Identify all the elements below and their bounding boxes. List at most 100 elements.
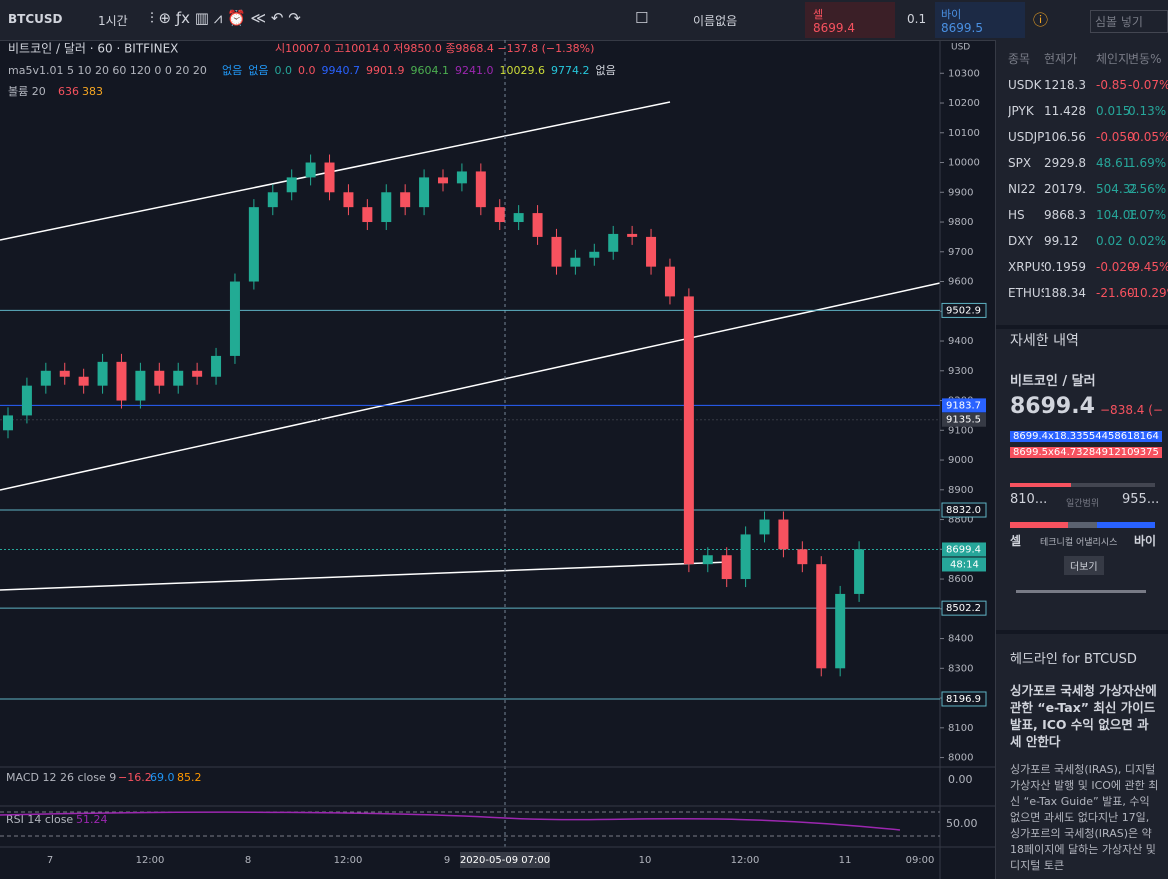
- watch-row[interactable]: ETHUS188.34 -21.60-10.29%: [996, 278, 1168, 307]
- symbol[interactable]: BTCUSD: [8, 12, 63, 26]
- layout-name[interactable]: 이름없음: [693, 14, 738, 28]
- watch-row[interactable]: SPX 2929.8 48.61 1.69%: [996, 148, 1168, 177]
- watch-cell: JPYK: [1008, 104, 1034, 118]
- info-icon[interactable]: ⓘ: [1033, 11, 1049, 29]
- spread: 0.1: [907, 12, 927, 26]
- candle: [438, 177, 448, 184]
- range-label: 일간범위: [1066, 499, 1100, 509]
- interval[interactable]: 1시간: [98, 14, 128, 28]
- candle: [627, 233, 638, 237]
- sell-button[interactable]: 셀 8699.4: [805, 2, 895, 38]
- candle: [589, 251, 600, 258]
- watch-row[interactable]: DXY 99.12 0.02 0.02%: [996, 226, 1168, 255]
- y-tick-label: 8000: [948, 753, 973, 764]
- level-label: 8196.9: [946, 694, 981, 705]
- slider[interactable]: [1016, 590, 1146, 593]
- y-tick-label: 9800: [948, 217, 973, 228]
- watch-cell: 0.02%: [1128, 234, 1167, 248]
- x-tick-label: 12:00: [731, 855, 760, 866]
- crosshair-tag: [460, 852, 550, 868]
- level-tag: [942, 398, 986, 413]
- watch-cell: SPX: [1008, 156, 1032, 170]
- y-tick-label: 9300: [948, 366, 973, 377]
- legend-ma: ma5v1.01 5 10 20 60 120 0 0 20 20: [8, 64, 207, 77]
- icons[interactable]: ⫶ ⊕ ƒx ▥ ⩘ ⏰ ≪ ↶ ↷: [150, 9, 301, 27]
- candle: [97, 361, 108, 386]
- candle: [400, 192, 411, 208]
- watch-header-cell: 변동%: [1128, 52, 1162, 66]
- candle: [343, 192, 354, 208]
- candle: [854, 549, 865, 594]
- watch-header-cell: 종목: [1008, 52, 1031, 66]
- watch-cell: XRPUS: [1008, 260, 1044, 274]
- y-tick-label: 8400: [948, 634, 973, 645]
- divider: [996, 630, 1168, 634]
- candle: [419, 177, 430, 208]
- x-tick-label: 12:00: [334, 855, 363, 866]
- candle: [608, 233, 619, 252]
- trend-line: [0, 282, 941, 491]
- watch-cell: -0.07%: [1128, 78, 1168, 92]
- watch-row[interactable]: JPYK 11.428 0.015 0.13%: [996, 96, 1168, 125]
- candle: [154, 370, 165, 386]
- tech-sell: 셀: [1010, 534, 1022, 548]
- candle: [116, 361, 127, 401]
- headline-title[interactable]: 싱가포르 국세청 가상자산에 관한 “e-Tax” 최신 가이드 발표, ICO…: [1010, 683, 1157, 749]
- ma-value: 없음: [222, 64, 242, 77]
- candle: [3, 415, 13, 431]
- candle: [324, 162, 335, 193]
- x-tick-label: 11: [839, 855, 852, 866]
- level-label: 9502.9: [946, 305, 981, 316]
- candle: [570, 257, 581, 267]
- candle: [267, 192, 278, 208]
- side-panel: 종목 현재가 체인지 변동% 자세한 내역 비트코인 / 달러 8699.4 −838…: [995, 40, 1168, 879]
- candle: [721, 555, 732, 580]
- watch-row[interactable]: USDK 1218.3 -0.85 -0.07%: [996, 70, 1168, 99]
- candle: [456, 171, 467, 184]
- watch-cell: 1.07%: [1128, 208, 1167, 222]
- level-tag: [941, 502, 987, 518]
- buy-price: 8699.5: [941, 21, 983, 35]
- watch-header-cell: 체인지: [1096, 52, 1130, 66]
- rsi-value: 51.24: [76, 813, 108, 826]
- more-button[interactable]: 더보기: [1064, 556, 1104, 575]
- details-heading: 자세한 내역: [1010, 333, 1079, 349]
- divider: [996, 325, 1168, 329]
- level-label: 9183.7: [946, 400, 981, 411]
- candle: [135, 370, 146, 401]
- watch-cell: 0.13%: [1128, 104, 1167, 118]
- volume-value: 383: [82, 85, 103, 98]
- x-tick-label: 09:00: [906, 855, 935, 866]
- candle: [381, 192, 392, 223]
- macd-value: −16.2: [118, 771, 152, 784]
- sell-price: 8699.4: [813, 21, 855, 35]
- ma-value: 9241.0: [455, 64, 494, 77]
- watch-cell: 48.61: [1096, 156, 1131, 170]
- buy-button[interactable]: 바이 8699.5: [935, 2, 1025, 38]
- bid: 8699.4x18.33554458618164: [1010, 431, 1162, 442]
- candle: [740, 534, 751, 580]
- watch-cell: HS: [1008, 208, 1025, 222]
- x-tick-label: 12:00: [136, 855, 165, 866]
- ma-value: 9901.9: [366, 64, 405, 77]
- checkbox[interactable]: ☐: [635, 9, 649, 27]
- watch-row[interactable]: HS 9868.3 104.08 1.07%: [996, 200, 1168, 229]
- watch-cell: 1.69%: [1128, 156, 1167, 170]
- watch-cell: USDK: [1008, 78, 1042, 92]
- range-bar: [1010, 483, 1155, 487]
- candle: [362, 207, 373, 223]
- watch-cell: 0.1959: [1044, 260, 1086, 274]
- watch-row[interactable]: NI22 20179. 504.32 2.56%: [996, 174, 1168, 203]
- watch-cell: 0.02: [1096, 234, 1123, 248]
- search[interactable]: 심볼 넣기: [1090, 10, 1168, 33]
- candle: [229, 281, 240, 356]
- candle: [797, 549, 808, 565]
- y-tick-label: 9700: [948, 247, 973, 258]
- watch-row[interactable]: USDJP 106.56 -0.050 -0.05%: [996, 122, 1168, 151]
- x-tick-label: 9: [444, 855, 450, 866]
- candle: [513, 213, 524, 223]
- countdown: 48:14: [950, 559, 979, 570]
- watch-row[interactable]: XRPUS0.1959 -0.020-9.45%: [996, 252, 1168, 281]
- watch-header-cell: 현재가: [1044, 52, 1078, 66]
